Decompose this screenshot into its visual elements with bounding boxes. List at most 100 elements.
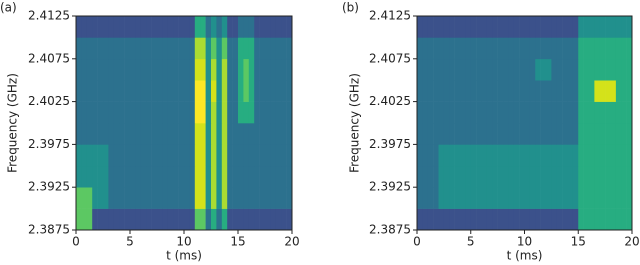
heatmap-cell — [178, 208, 185, 231]
heatmap-cell — [422, 58, 429, 81]
heatmap-cell — [599, 165, 606, 188]
heatmap-cell — [81, 187, 88, 209]
heatmap-cell — [460, 165, 466, 188]
heatmap-cell — [519, 101, 525, 124]
heatmap-cell — [443, 101, 450, 124]
heatmap-cell — [184, 80, 190, 102]
heatmap-cell — [519, 187, 525, 209]
heatmap-cell — [216, 80, 223, 102]
y-tick-label: 2.3975 — [369, 137, 411, 151]
heatmap-cell — [621, 123, 627, 145]
heatmap-cell — [173, 58, 179, 81]
heatmap-cell — [562, 58, 568, 81]
heatmap-cell — [238, 208, 244, 231]
heatmap-cell — [243, 101, 250, 124]
heatmap-cell — [551, 58, 558, 81]
y-tick-label: 2.4025 — [28, 94, 70, 108]
heatmap-cell — [513, 101, 520, 124]
heatmap-cell — [135, 165, 142, 188]
heatmap-cell — [583, 208, 590, 231]
heatmap-cell — [470, 165, 477, 188]
heatmap-cell — [513, 123, 520, 145]
heatmap-cell — [119, 208, 125, 231]
heatmap-cell — [275, 208, 282, 231]
heatmap-cell — [519, 80, 525, 102]
heatmap-cell — [275, 123, 282, 145]
heatmap-cell — [529, 144, 536, 167]
heatmap-cell — [433, 208, 439, 231]
heatmap-cell — [200, 101, 206, 124]
heatmap-cell — [227, 187, 233, 209]
heatmap-cell — [621, 80, 627, 102]
heatmap-cell — [232, 101, 239, 124]
heatmap-cell — [151, 58, 158, 81]
heatmap-cell — [146, 37, 152, 60]
heatmap-cell — [481, 80, 488, 102]
heatmap-cell — [443, 208, 450, 231]
heatmap-cell — [76, 16, 82, 38]
heatmap-cell — [275, 16, 282, 38]
heatmap-cell — [417, 123, 423, 145]
x-tick-label: 10 — [176, 235, 191, 249]
heatmap-cell — [211, 123, 217, 145]
heatmap-cell — [194, 144, 201, 167]
heatmap-cell — [130, 101, 136, 124]
heatmap-cell — [238, 165, 244, 188]
heatmap-cell — [486, 16, 493, 38]
heatmap-cell — [92, 58, 98, 81]
heatmap-cell — [275, 101, 282, 124]
heatmap-cell — [417, 165, 423, 188]
heatmap-cell — [200, 37, 206, 60]
heatmap-cell — [286, 58, 293, 81]
heatmap-cell — [524, 123, 531, 145]
heatmap-cell — [476, 58, 482, 81]
heatmap-cell — [146, 58, 152, 81]
heatmap-cell — [427, 165, 434, 188]
heatmap-cell — [454, 208, 461, 231]
heatmap-cell — [433, 165, 439, 188]
heatmap-cell — [259, 37, 266, 60]
heatmap-cell — [513, 144, 520, 167]
heatmap-cell — [626, 123, 633, 145]
heatmap-cell — [162, 16, 169, 38]
heatmap-cell — [594, 58, 601, 81]
heatmap-cell — [86, 165, 93, 188]
heatmap-cell — [86, 58, 93, 81]
heatmap-cell — [508, 123, 515, 145]
heatmap-cell — [270, 165, 277, 188]
heatmap-cell — [470, 37, 477, 60]
heatmap-cell — [119, 16, 125, 38]
heatmap-cell — [454, 165, 461, 188]
heatmap-cell — [621, 37, 627, 60]
heatmap-cell — [232, 165, 239, 188]
x-axis-label: t (ms) — [166, 249, 202, 263]
heatmap-cell — [621, 187, 627, 209]
heatmap-cell — [433, 144, 439, 167]
heatmap-cell — [103, 101, 109, 124]
heatmap-cell — [535, 165, 541, 188]
heatmap-cell — [146, 16, 152, 38]
heatmap-cell — [184, 165, 190, 188]
heatmap-cell — [200, 16, 206, 38]
heatmap-cell — [113, 123, 120, 145]
heatmap-cell — [503, 101, 509, 124]
heatmap-cell — [86, 208, 93, 231]
heatmap-cell — [286, 208, 293, 231]
heatmap-cell — [173, 208, 179, 231]
heatmap-cell — [422, 187, 429, 209]
heatmap-cell — [427, 123, 434, 145]
heatmap-cell — [492, 80, 498, 102]
heatmap-cell — [621, 16, 627, 38]
heatmap-cell — [438, 16, 445, 38]
heatmap-cell — [140, 101, 147, 124]
heatmap-cell — [270, 101, 277, 124]
heatmap-cell — [124, 187, 131, 209]
heatmap-cell — [281, 80, 287, 102]
heatmap-cell — [216, 123, 223, 145]
heatmap-cell — [519, 37, 525, 60]
heatmap-cell — [460, 187, 466, 209]
heatmap-cell — [130, 187, 136, 209]
heatmap-cell — [178, 144, 185, 167]
heatmap-cell — [497, 37, 504, 60]
heatmap-cell — [605, 144, 611, 167]
